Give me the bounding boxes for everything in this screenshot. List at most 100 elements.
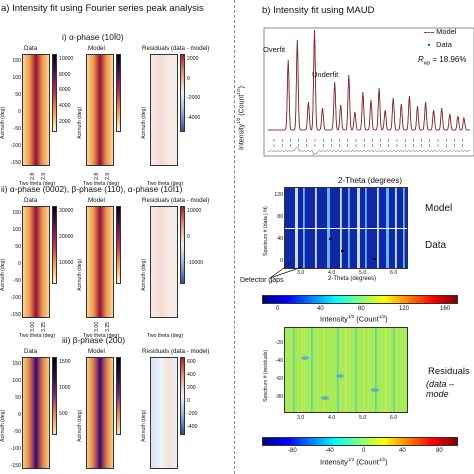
ytick-3-1: 100 <box>12 378 21 384</box>
cbar-tick-1-1: 8000 <box>59 71 71 78</box>
azimuth-label-2-1: Azimuth (deg) <box>0 258 6 291</box>
ytick-3-3: 0 <box>18 412 21 418</box>
intensity-cbar-tick-1: 40 <box>317 306 324 312</box>
residual-cbar-tick-3: 40 <box>399 448 406 454</box>
intensity-colorbar-label: Intensity1/2 (Count1/2) <box>320 314 388 324</box>
ytick-2-5: -100 <box>10 295 21 301</box>
cbar-tick-1-4: 2000 <box>59 118 71 125</box>
twotheta-label-1-2: Two theta (deg) <box>83 181 120 187</box>
res-tick-2-1: 0 <box>187 234 190 241</box>
residual-cbar-tick-1: -40 <box>325 448 334 454</box>
heatmap-ylabel: Spectrum # (data | fit) <box>263 206 269 256</box>
intensity-map-3-3 <box>150 357 178 469</box>
xtick-2-1-1: 3.25 <box>41 321 47 332</box>
ytick-2-1: 100 <box>12 227 21 233</box>
azimuth-label-3-2: Azimuth (deg) <box>77 409 83 442</box>
twotheta-label-2-2: Two theta (deg) <box>83 333 120 339</box>
residual-svg <box>293 328 395 412</box>
residual-line <box>301 328 303 412</box>
row-title-3: iii) β-phase (200) <box>62 335 126 345</box>
heatmap-xlabel: 2-Theta (degrees) <box>328 276 377 282</box>
ytick-1-4: -50 <box>13 126 22 132</box>
azimuth-label-1-2: Azimuth (deg) <box>77 106 83 139</box>
cbar-tick-2-0: 30000 <box>59 208 74 214</box>
residual-blob <box>301 356 309 360</box>
map-colorbar-2-1 <box>52 206 57 285</box>
map-heading-3-3: Residuals (data - model) <box>142 348 210 355</box>
residual-line <box>323 328 325 412</box>
res-tick-3-0: 600 <box>187 359 196 365</box>
map-heading-1-3: Residuals (data - model) <box>142 45 210 52</box>
residual-xtick-2: 5.0 <box>359 415 367 421</box>
ytick-2-6: -150 <box>10 312 21 318</box>
xtick-1-1-1: 2.9 <box>41 172 47 180</box>
residual-ylabel: Spectrum # (residuals) <box>263 349 269 402</box>
map-colorbar-3-2 <box>116 357 121 436</box>
legend-data-label: Data <box>436 40 452 49</box>
residual-cbar-tick-4: 80 <box>436 448 443 454</box>
azimuth-label-2-2: Azimuth (deg) <box>77 258 83 291</box>
xtick-2-2-1: 3.25 <box>105 321 111 332</box>
residual-line <box>385 328 387 412</box>
heatmap-split <box>285 228 407 229</box>
xtick-1-1-0: 2.8 <box>30 172 36 180</box>
heatmap-ytick-0: 120 <box>274 192 283 198</box>
intensity-map-2-2 <box>86 206 114 318</box>
panel-b-title: b) Intensity fit using MAUD <box>262 5 375 16</box>
rwp-annotation: Rwp = 18.96% <box>418 55 467 67</box>
twotheta-label-1-1: Two theta (deg) <box>19 181 56 187</box>
spectrum-svg <box>263 27 474 157</box>
detector-gaps-arrows <box>269 261 303 279</box>
res-tick-1-1: 0 <box>187 75 190 82</box>
detector-gap-mark <box>341 250 344 252</box>
map-heading-2-1: Data <box>24 197 38 204</box>
maud-heatmap <box>284 187 408 269</box>
residual-line <box>337 328 339 412</box>
twotheta-label-1-3: Two theta (deg) <box>147 181 184 187</box>
legend-model-label: Model <box>436 27 457 36</box>
residual-line <box>363 328 365 412</box>
res-tick-3-1: 400 <box>187 372 196 379</box>
xtick-2-2-0: 3.00 <box>94 321 100 332</box>
residual-ytick-3: -80 <box>275 394 284 400</box>
cbar-tick-3-1: 1000 <box>59 385 71 392</box>
residual-line <box>375 328 377 412</box>
detector-gaps-label: Detector gaps <box>240 277 284 284</box>
intensity-map-1-3 <box>150 54 178 166</box>
residual-ytick-1: -40 <box>275 358 284 364</box>
residual-blob <box>371 388 379 392</box>
residual-xtick-0: 3.0 <box>297 415 305 421</box>
overfit-label: Overfit <box>263 45 286 54</box>
legend-data-marker: ▪ <box>427 41 431 49</box>
ytick-3-0: 150 <box>12 361 21 367</box>
ytick-1-1: 100 <box>12 75 21 81</box>
residual-line <box>293 328 295 412</box>
row-title-1: i) α-phase (10Ī0) <box>62 32 124 42</box>
intensity-cbar-tick-4: 160 <box>440 306 451 312</box>
cbar-tick-1-2: 6000 <box>59 87 71 94</box>
panel-a-title: a) Intensity fit using Fourier series pe… <box>1 3 204 14</box>
map-heading-1-2: Model <box>88 45 105 52</box>
intensity-map-2-3 <box>150 206 178 318</box>
ytick-2-4: -50 <box>13 278 22 284</box>
residual-blob <box>336 374 344 378</box>
intensity-map-2-1 <box>22 206 50 318</box>
residuals-label: Residuals <box>428 366 470 377</box>
data-label: Data <box>425 240 447 251</box>
model-label: Model <box>425 203 453 214</box>
residual-cbar-tick-0: -80 <box>288 448 297 454</box>
maud-residual-map <box>284 327 408 413</box>
legend-data: ▪ Data <box>424 40 452 49</box>
spectrum-ylabel: Intensity1/2 (Count1/2) <box>236 86 246 150</box>
ytick-3-6: -150 <box>10 463 21 469</box>
xtick-1-2-1: 2.9 <box>105 172 111 180</box>
heatmap-ytick-3: 0 <box>280 258 283 264</box>
azimuth-label-2-3: Azimuth (deg) <box>141 258 147 291</box>
intensity-cbar-tick-3: 120 <box>399 306 410 312</box>
xtick-1-2-0: 2.8 <box>94 172 100 180</box>
legend-model: Model <box>424 27 457 36</box>
residual-trace <box>267 147 471 156</box>
heatmap-ytick-2: 40 <box>277 236 283 242</box>
residual-colorbar-2 <box>180 206 185 285</box>
map-heading-2-3: Residuals (data - model) <box>142 197 210 204</box>
